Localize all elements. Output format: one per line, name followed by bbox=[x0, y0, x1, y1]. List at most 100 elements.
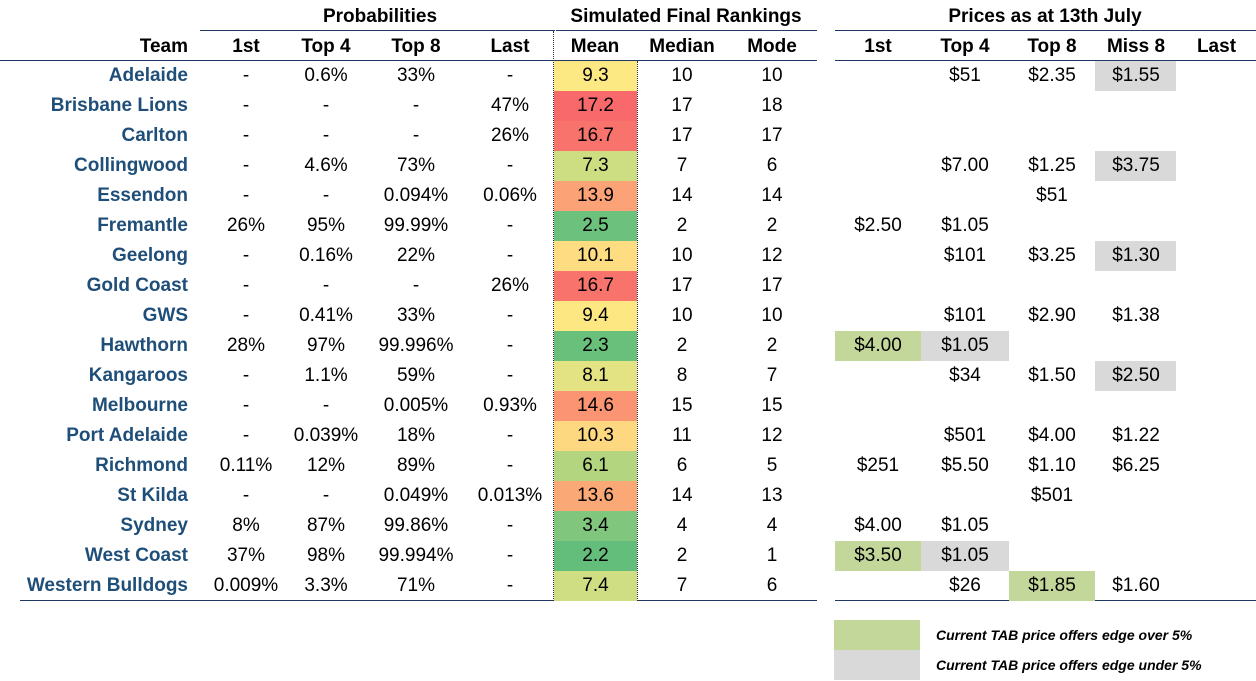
prob-last: - bbox=[506, 575, 514, 596]
mode-rank: 17 bbox=[761, 275, 783, 296]
mode-rank: 6 bbox=[766, 575, 778, 596]
mode-rank: 6 bbox=[766, 155, 778, 176]
prob-top4: 0.039% bbox=[293, 425, 359, 446]
mode-rank: 1 bbox=[766, 545, 778, 566]
table-bottom-rule-left bbox=[20, 600, 817, 601]
price-miss8: $1.38 bbox=[1112, 305, 1160, 326]
prob-last: 47% bbox=[490, 95, 530, 116]
team-name: Carlton bbox=[121, 125, 189, 146]
mean-heat-cell bbox=[554, 91, 637, 121]
col-header-prob-top4: Top 4 bbox=[301, 36, 351, 57]
prob-top8: 99.994% bbox=[378, 545, 454, 566]
price-1st bbox=[835, 61, 921, 91]
median-rank: 14 bbox=[671, 485, 693, 506]
mean-rank: 7.4 bbox=[582, 575, 609, 596]
price-last bbox=[1177, 391, 1256, 421]
mean-rank: 8.1 bbox=[582, 365, 609, 386]
median-rank: 7 bbox=[676, 575, 688, 596]
price-1st: $4.00 bbox=[854, 335, 902, 356]
price-miss8: $1.30 bbox=[1112, 245, 1160, 266]
mean-rank: 3.4 bbox=[582, 515, 609, 536]
prob-top8: - bbox=[412, 95, 420, 116]
mean-heat-cell bbox=[554, 61, 637, 91]
price-last bbox=[1177, 571, 1256, 601]
prob-top4: 98% bbox=[306, 545, 346, 566]
mean-rank: 10.3 bbox=[577, 425, 614, 446]
col-header-median: Median bbox=[649, 36, 715, 57]
prob-top8: 73% bbox=[396, 155, 436, 176]
price-miss8 bbox=[1095, 331, 1177, 361]
median-rank: 11 bbox=[672, 425, 692, 446]
table-row: Melbourne - - 0.005% 0.93% 14.6 15 15 bbox=[0, 391, 1256, 421]
team-name: Gold Coast bbox=[86, 275, 188, 296]
prob-top4: 0.41% bbox=[299, 305, 353, 326]
prob-1st: - bbox=[242, 425, 250, 446]
price-top4: $1.05 bbox=[941, 545, 989, 566]
prob-top4: 1.1% bbox=[304, 365, 348, 386]
prob-top4: 95% bbox=[306, 215, 346, 236]
table-row: Gold Coast - - - 26% 16.7 17 17 bbox=[0, 271, 1256, 301]
price-1st bbox=[835, 421, 921, 451]
price-miss8: $1.22 bbox=[1112, 425, 1160, 446]
price-top8 bbox=[1009, 211, 1095, 241]
mean-heat-cell bbox=[554, 361, 637, 391]
prob-top4: - bbox=[322, 395, 330, 416]
prob-1st: 28% bbox=[226, 335, 266, 356]
price-1st bbox=[835, 151, 921, 181]
price-miss8: $6.25 bbox=[1112, 455, 1160, 476]
price-top8 bbox=[1009, 541, 1095, 571]
price-last bbox=[1177, 421, 1256, 451]
group-underline-prices bbox=[835, 30, 1256, 31]
median-rank: 17 bbox=[671, 275, 693, 296]
prob-last: 0.013% bbox=[477, 485, 543, 506]
table-row: Kangaroos - 1.1% 59% - 8.1 8 7 $34 $1.50 $2.50 bbox=[0, 361, 1256, 391]
team-name: Kangaroos bbox=[88, 365, 188, 386]
team-name: Collingwood bbox=[74, 155, 188, 176]
price-1st bbox=[835, 241, 921, 271]
prob-1st: 37% bbox=[226, 545, 266, 566]
mode-rank: 14 bbox=[761, 185, 783, 206]
price-1st bbox=[835, 121, 921, 151]
table-row: Sydney 8% 87% 99.86% - 3.4 4 4 $4.00 $1.05 bbox=[0, 511, 1256, 541]
team-name: Richmond bbox=[95, 455, 188, 476]
legend-label-grey: Current TAB price offers edge under 5% bbox=[936, 657, 1202, 673]
prob-1st: - bbox=[242, 185, 250, 206]
mean-column-right-border bbox=[637, 61, 638, 601]
col-header-price-top8: Top 8 bbox=[1027, 36, 1077, 57]
col-header-team: Team bbox=[139, 36, 188, 57]
prob-last: 0.93% bbox=[483, 395, 537, 416]
prob-last: - bbox=[506, 455, 514, 476]
price-top4 bbox=[921, 91, 1009, 121]
price-top8: $4.00 bbox=[1028, 425, 1076, 446]
mean-heat-cell bbox=[554, 481, 637, 511]
price-1st bbox=[835, 361, 921, 391]
price-1st bbox=[835, 301, 921, 331]
prob-1st: - bbox=[242, 365, 250, 386]
team-name: Brisbane Lions bbox=[50, 95, 188, 116]
prob-last: - bbox=[506, 545, 514, 566]
prob-1st: 0.009% bbox=[213, 575, 279, 596]
col-header-prob-top8: Top 8 bbox=[391, 36, 441, 57]
price-miss8: $2.50 bbox=[1112, 365, 1160, 386]
median-rank: 7 bbox=[676, 155, 688, 176]
price-top4: $5.50 bbox=[941, 455, 989, 476]
price-1st: $4.00 bbox=[854, 515, 902, 536]
table-row: GWS - 0.41% 33% - 9.4 10 10 $101 $2.90 $1.38 bbox=[0, 301, 1256, 331]
col-header-prob-1st: 1st bbox=[232, 36, 260, 57]
price-miss8 bbox=[1095, 91, 1177, 121]
table-row: Carlton - - - 26% 16.7 17 17 bbox=[0, 121, 1256, 151]
price-top8 bbox=[1009, 121, 1095, 151]
price-1st bbox=[835, 391, 921, 421]
mode-rank: 2 bbox=[766, 335, 778, 356]
price-top8 bbox=[1009, 391, 1095, 421]
price-top8: $501 bbox=[1030, 485, 1074, 506]
price-top4: $101 bbox=[943, 305, 987, 326]
col-header-mean: Mean bbox=[570, 36, 620, 57]
mode-rank: 4 bbox=[766, 515, 778, 536]
median-rank: 10 bbox=[671, 305, 693, 326]
team-name: Fremantle bbox=[97, 215, 188, 236]
price-last bbox=[1177, 451, 1256, 481]
mean-rank: 2.2 bbox=[582, 545, 609, 566]
mean-rank: 17.2 bbox=[577, 95, 614, 116]
mean-rank: 7.3 bbox=[582, 155, 609, 176]
